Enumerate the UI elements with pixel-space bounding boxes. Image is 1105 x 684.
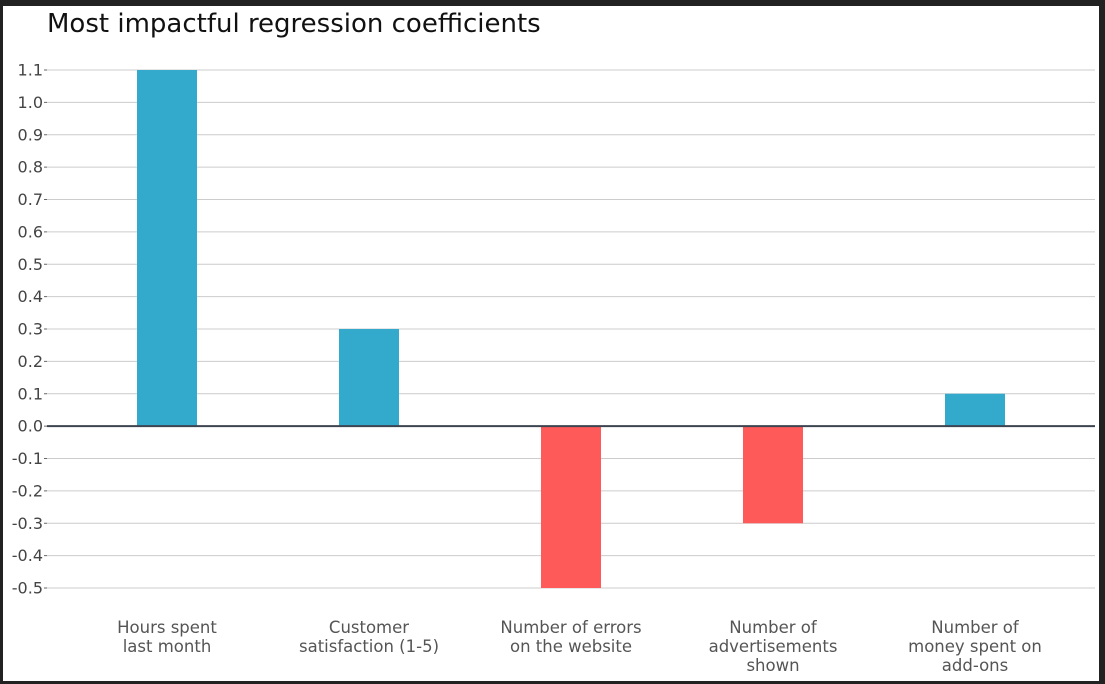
bar [137,70,197,427]
chart-frame: Most impactful regression coefficients 1… [3,6,1099,681]
bar-chart: Most impactful regression coefficients 1… [12,9,1095,675]
x-category-label-line: advertisements [709,637,838,656]
y-tick-label: -0.1 [12,449,43,468]
y-tick-label: -0.4 [12,546,43,565]
x-category-label-line: Number of [729,618,818,637]
x-category-label-line: Customer [329,618,409,637]
x-category-label: Customer satisfaction (1-5) [299,618,439,656]
bar [743,426,803,524]
x-category-label-line: Number of [931,618,1020,637]
x-category-label: Number of errors on the website [500,618,641,656]
x-category-label: Hours spent last month [117,618,217,656]
x-category-label-line: on the website [510,637,632,656]
x-category-label: Number of advertisements shown [709,618,838,675]
y-tick-label: -0.5 [12,579,43,598]
bar [945,393,1005,427]
y-tick-label: 1.0 [18,93,43,112]
y-tick-label: 0.6 [18,222,43,241]
x-category-label-line: last month [123,637,212,656]
x-category-label-line: shown [746,656,799,675]
x-category-label-line: Hours spent [117,618,217,637]
y-tick-label: -0.3 [12,514,43,533]
y-tick-label: 0.7 [18,190,43,209]
y-tick-label: 0.1 [18,384,43,403]
y-tick-label: -0.2 [12,481,43,500]
chart-title: Most impactful regression coefficients [47,9,541,39]
bars [137,70,1005,588]
y-tick-label: 0.3 [18,320,43,339]
bar [541,426,601,588]
x-category-label: Number of money spent on add-ons [908,618,1042,675]
y-tick-label: 0.8 [18,158,43,177]
y-tick-label: 0.5 [18,255,43,274]
x-category-label-line: Number of errors [500,618,641,637]
x-category-label-line: add-ons [942,656,1008,675]
x-axis-labels: Hours spent last month Customer satisfactio… [117,618,1042,675]
y-axis: 1.1 1.0 0.9 0.8 0.7 0.6 0.5 0.4 0.3 0.2 0.1 0.0 -0.1… [12,61,47,598]
y-tick-label: 0.4 [18,287,43,306]
bar [339,329,399,427]
y-tick-label: 0.0 [18,417,43,436]
y-tick-label: 0.2 [18,352,43,371]
y-tick-label: 0.9 [18,125,43,144]
x-category-label-line: satisfaction (1-5) [299,637,439,656]
y-tick-label: 1.1 [18,61,43,80]
x-category-label-line: money spent on [908,637,1042,656]
